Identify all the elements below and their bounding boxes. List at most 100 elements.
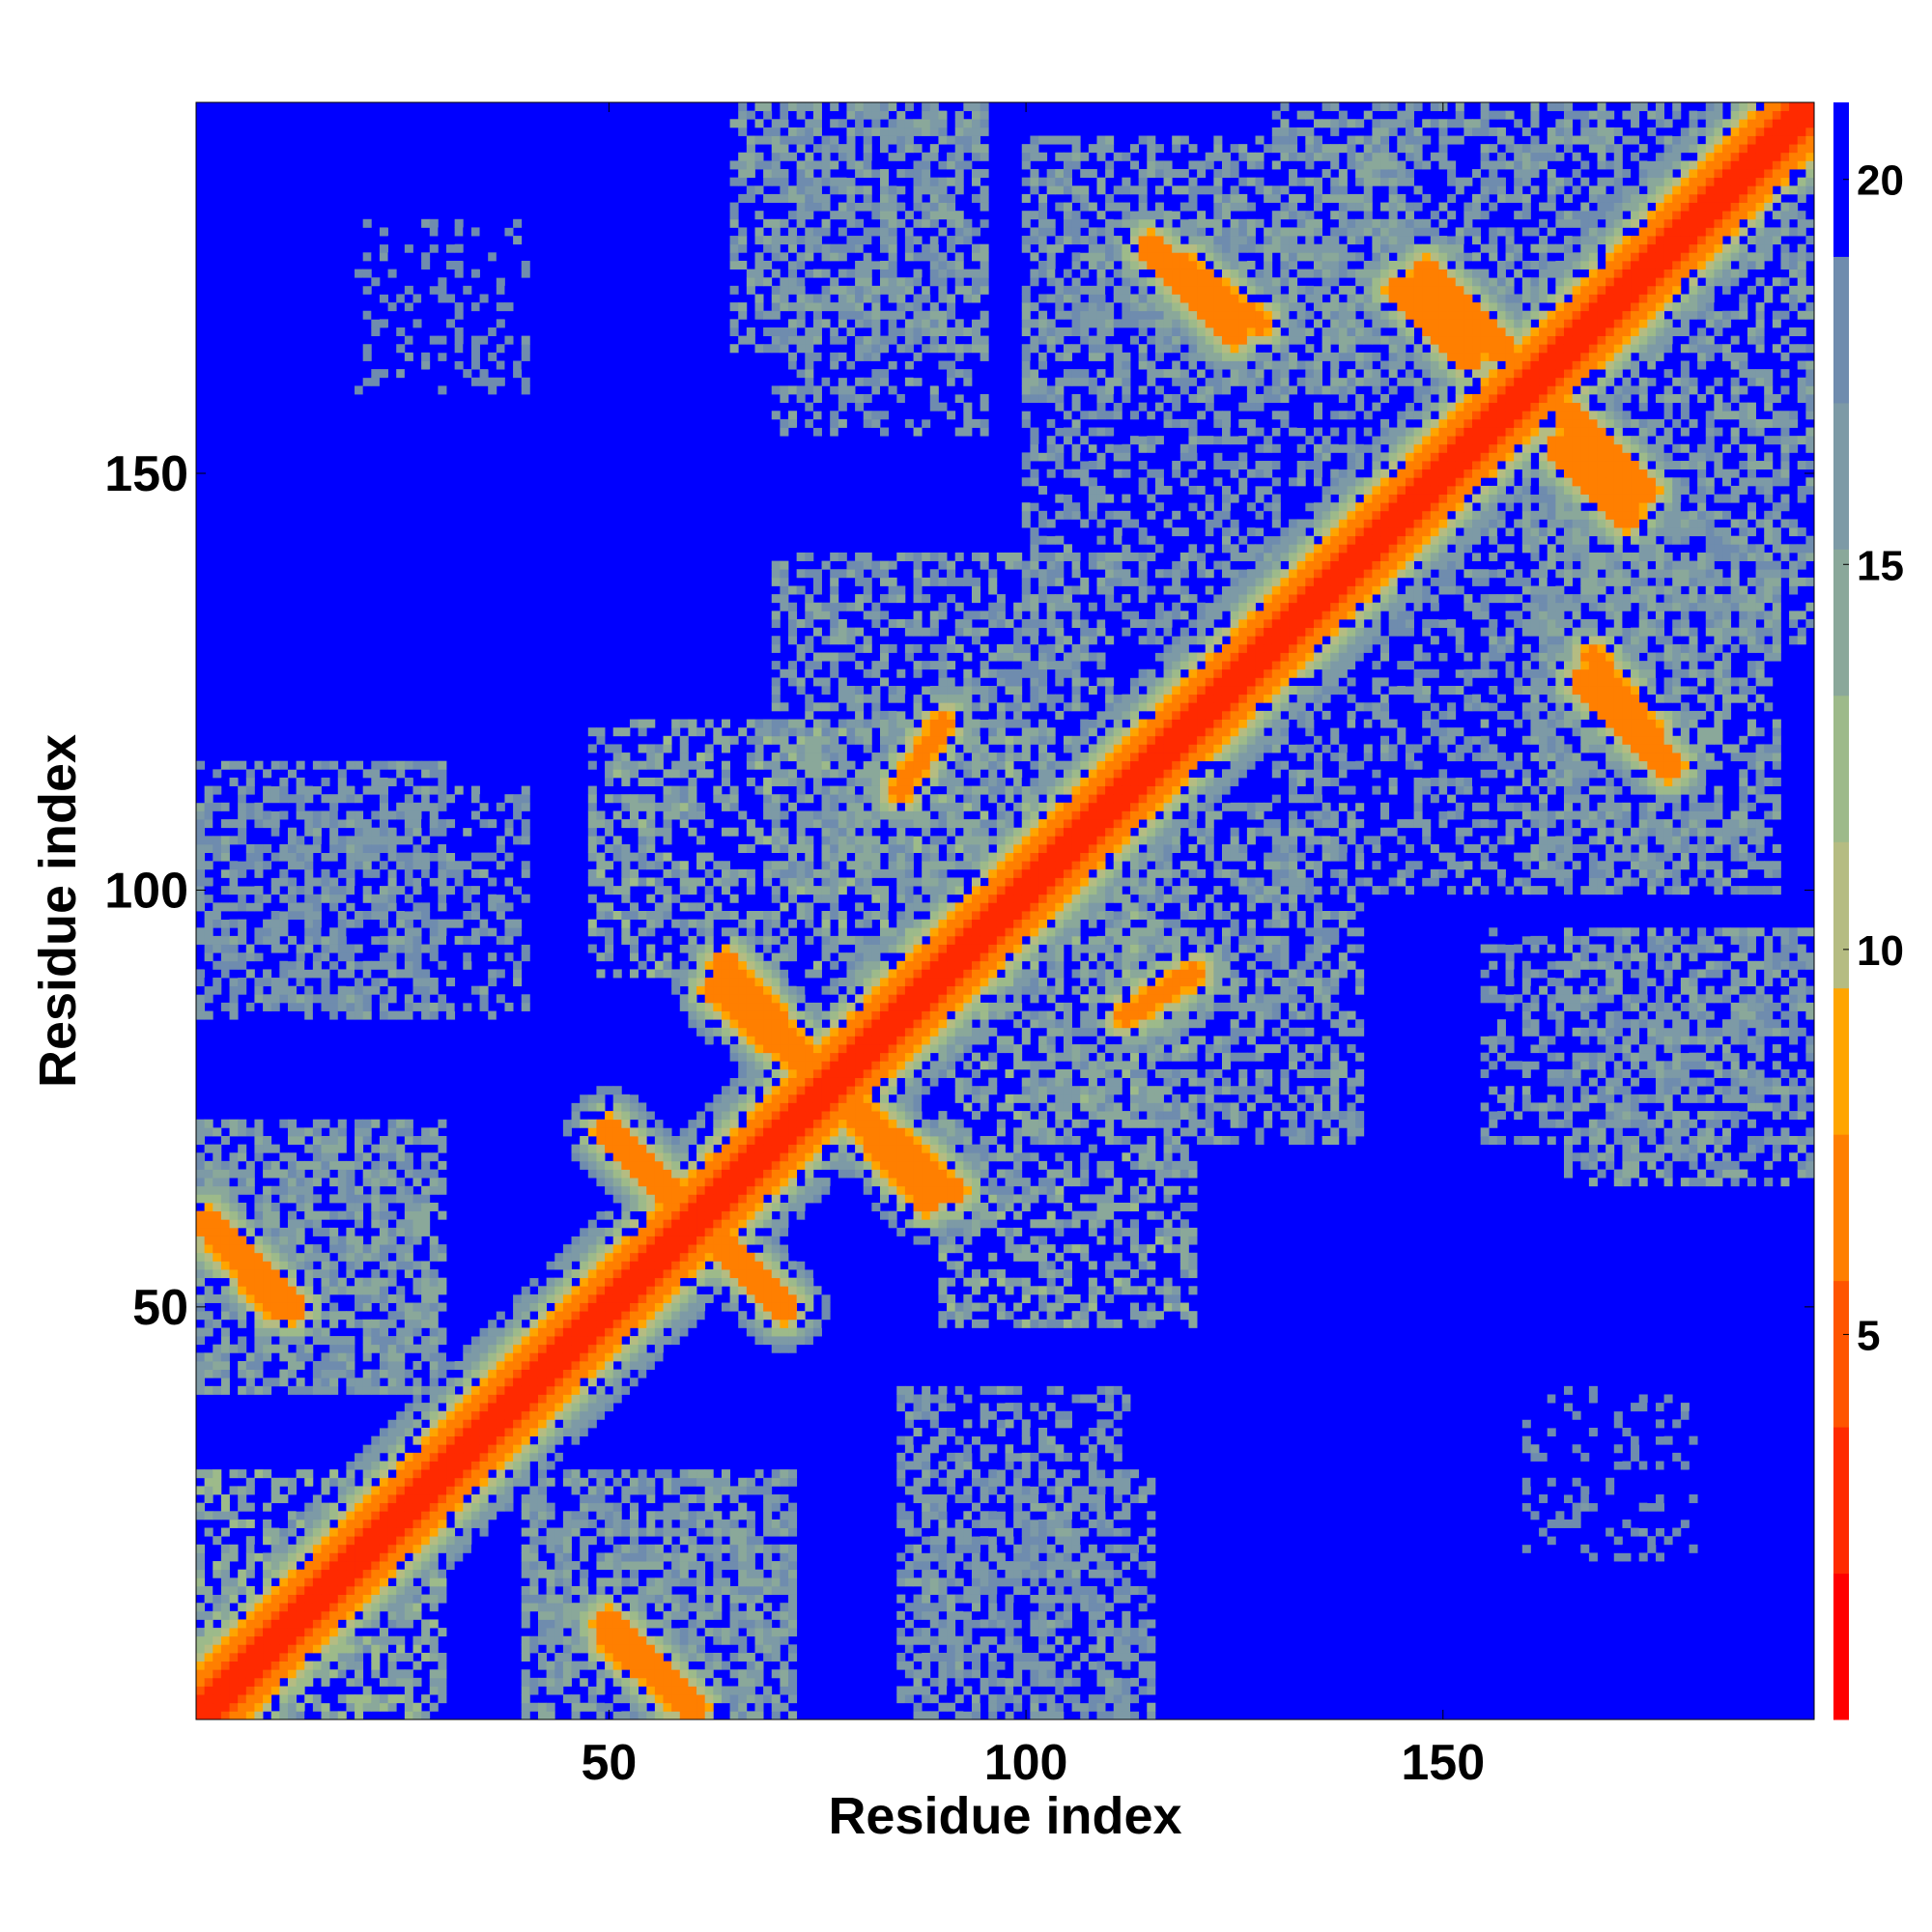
heatmap-cell bbox=[337, 1661, 347, 1670]
heatmap-cell bbox=[562, 1544, 572, 1553]
heatmap-cell bbox=[412, 1594, 422, 1604]
heatmap-cell bbox=[738, 1077, 748, 1087]
heatmap-cell bbox=[346, 1269, 355, 1279]
heatmap-cell bbox=[379, 319, 388, 328]
heatmap-cell bbox=[780, 1086, 789, 1095]
heatmap-cell bbox=[605, 911, 614, 921]
heatmap-cell bbox=[479, 1519, 489, 1528]
heatmap-cell bbox=[746, 978, 755, 987]
heatmap-cell bbox=[537, 1427, 548, 1437]
heatmap-cell bbox=[387, 1194, 397, 1204]
heatmap-cell bbox=[504, 1344, 514, 1353]
heatmap-cell bbox=[596, 1086, 606, 1095]
heatmap-cell bbox=[580, 1135, 589, 1146]
heatmap-cell bbox=[337, 1277, 347, 1287]
heatmap-cell bbox=[229, 1010, 239, 1020]
heatmap-cell bbox=[754, 744, 764, 753]
heatmap-cell bbox=[754, 994, 764, 1004]
heatmap-cell bbox=[554, 1352, 564, 1362]
heatmap-cell bbox=[463, 285, 472, 295]
heatmap-cell bbox=[704, 985, 714, 995]
heatmap-cell bbox=[329, 1711, 339, 1720]
heatmap-cell bbox=[521, 1585, 530, 1595]
heatmap-cell bbox=[763, 1311, 773, 1321]
heatmap-cell bbox=[780, 969, 789, 979]
heatmap-cell bbox=[638, 1203, 647, 1212]
heatmap-cell bbox=[379, 935, 388, 945]
heatmap-cell bbox=[629, 1236, 639, 1245]
heatmap-cell bbox=[238, 1494, 247, 1504]
heatmap-cell bbox=[621, 1244, 631, 1254]
heatmap-cell bbox=[254, 1352, 264, 1362]
heatmap-cell bbox=[621, 843, 631, 853]
heatmap-cell bbox=[780, 727, 789, 737]
heatmap-cell bbox=[355, 1127, 364, 1137]
heatmap-cell bbox=[713, 1494, 723, 1504]
heatmap-cell bbox=[612, 1178, 622, 1187]
heatmap-cell bbox=[763, 960, 773, 970]
heatmap-cell bbox=[605, 935, 614, 945]
heatmap-cell bbox=[554, 1561, 564, 1571]
heatmap-cell bbox=[296, 1669, 305, 1679]
heatmap-cell bbox=[321, 927, 330, 937]
heatmap-cell bbox=[621, 1385, 631, 1395]
heatmap-cell bbox=[371, 843, 381, 853]
heatmap-cell bbox=[596, 1585, 606, 1595]
heatmap-cell bbox=[296, 1185, 305, 1195]
heatmap-cell bbox=[229, 1661, 239, 1670]
heatmap-cell bbox=[605, 1369, 614, 1378]
heatmap-cell bbox=[738, 727, 748, 737]
heatmap-cell bbox=[571, 1635, 581, 1645]
heatmap-cell bbox=[663, 868, 672, 878]
heatmap-cell bbox=[412, 810, 422, 820]
heatmap-cell bbox=[605, 1661, 614, 1670]
heatmap-cell bbox=[296, 1661, 305, 1670]
heatmap-cell bbox=[229, 1711, 239, 1720]
heatmap-cell bbox=[488, 978, 497, 987]
heatmap-cell bbox=[229, 1694, 239, 1704]
heatmap-cell bbox=[763, 1127, 773, 1137]
heatmap-cell bbox=[738, 1619, 748, 1629]
heatmap-cell bbox=[379, 1144, 388, 1153]
heatmap-cell bbox=[587, 1635, 597, 1645]
heatmap-cell bbox=[496, 360, 505, 370]
heatmap-cell bbox=[504, 919, 514, 928]
heatmap-cell bbox=[238, 1152, 247, 1162]
heatmap-cell bbox=[612, 1152, 622, 1162]
heatmap-cell bbox=[513, 877, 523, 887]
heatmap-cell bbox=[780, 719, 789, 728]
heatmap-cell bbox=[321, 1327, 330, 1337]
heatmap-cell bbox=[587, 810, 597, 820]
heatmap-cell bbox=[663, 1502, 672, 1512]
heatmap-cell bbox=[429, 1336, 439, 1346]
heatmap-cell bbox=[654, 1677, 664, 1687]
heatmap-cell bbox=[763, 1019, 773, 1029]
heatmap-cell bbox=[362, 310, 372, 320]
heatmap-cell bbox=[387, 1385, 397, 1395]
heatmap-cell bbox=[312, 1152, 322, 1162]
heatmap-cell bbox=[554, 1344, 564, 1353]
heatmap-cell bbox=[355, 1444, 364, 1454]
heatmap-cell bbox=[629, 1135, 639, 1146]
heatmap-cell bbox=[729, 952, 739, 962]
heatmap-cell bbox=[580, 1477, 589, 1487]
heatmap-cell bbox=[245, 785, 255, 795]
heatmap-cell bbox=[546, 1461, 555, 1470]
heatmap-cell bbox=[412, 1536, 422, 1546]
heatmap-cell bbox=[346, 927, 355, 937]
heatmap-cell bbox=[254, 994, 264, 1004]
heatmap-cell bbox=[696, 1477, 706, 1487]
heatmap-cell bbox=[396, 1194, 406, 1204]
heatmap-cell bbox=[254, 1711, 264, 1720]
heatmap-cell bbox=[312, 994, 322, 1004]
heatmap-cell bbox=[429, 1427, 439, 1437]
heatmap-cell bbox=[704, 1135, 714, 1146]
heatmap-cell bbox=[629, 1094, 639, 1103]
heatmap-cell bbox=[346, 1477, 355, 1487]
heatmap-cell bbox=[379, 1585, 388, 1595]
heatmap-cell bbox=[713, 1477, 723, 1487]
heatmap-cell bbox=[245, 794, 255, 804]
heatmap-cell bbox=[412, 1702, 422, 1712]
heatmap-cell bbox=[688, 1511, 697, 1520]
heatmap-cell bbox=[638, 960, 647, 970]
